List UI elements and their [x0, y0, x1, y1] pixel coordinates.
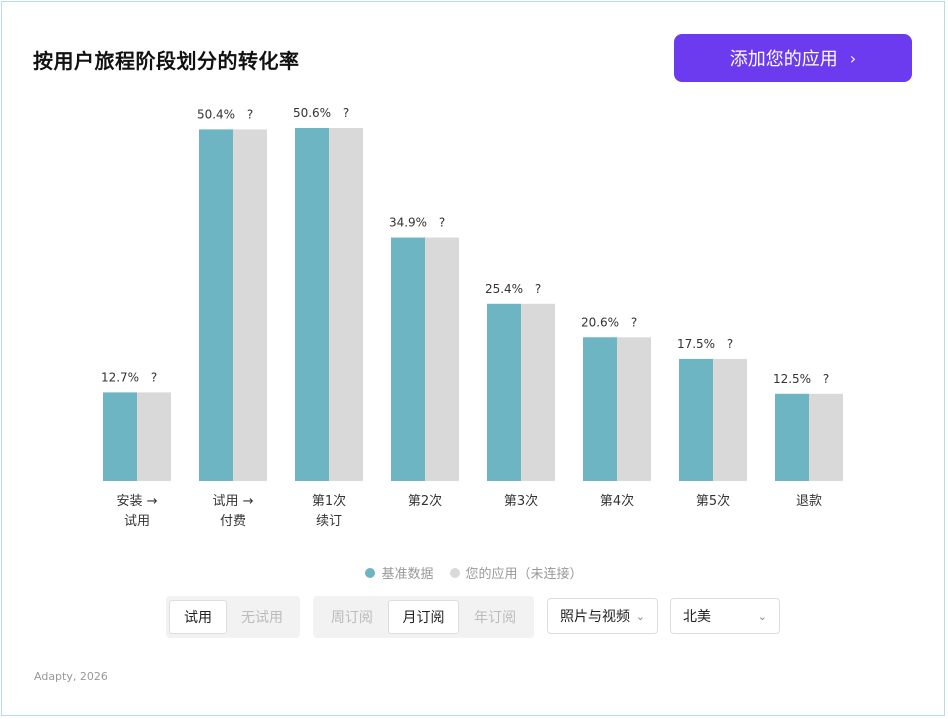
x-tick-label: 续订: [316, 514, 342, 529]
no-trial-option[interactable]: 无试用: [241, 610, 283, 626]
data-label-benchmark: 17.5%: [677, 337, 715, 351]
chart-title: 按用户旅程阶段划分的转化率: [33, 49, 300, 73]
x-tick-label: 试用: [124, 514, 150, 529]
data-label-your-app: ?: [727, 337, 733, 351]
data-label-benchmark: 34.9%: [389, 216, 427, 230]
data-label-benchmark: 12.7%: [101, 370, 139, 384]
chevron-right-icon: ›: [849, 48, 857, 68]
data-label-benchmark: 20.6%: [581, 315, 619, 329]
data-label-your-app: ?: [343, 106, 349, 120]
chevron-down-icon: ⌄: [757, 609, 767, 623]
bar-your-app: [233, 129, 267, 481]
bar-benchmark: [391, 237, 425, 481]
bar-your-app: [809, 393, 843, 481]
region-value: 北美: [683, 609, 711, 625]
category-dropdown[interactable]: 照片与视频 ⌄: [547, 598, 658, 634]
category-value: 照片与视频: [560, 609, 630, 625]
x-tick-label: 试用 →: [212, 494, 253, 509]
legend-dot-your-app: [449, 567, 460, 578]
subscription-period-toggle: 周订阅 月订阅 年订阅: [313, 596, 534, 638]
data-label-your-app: ?: [151, 370, 157, 384]
legend-dot-benchmark: [365, 567, 376, 578]
bar-benchmark: [679, 358, 713, 481]
bar-your-app: [521, 303, 555, 481]
data-label-your-app: ?: [439, 216, 445, 230]
bar-your-app: [137, 392, 171, 481]
legend-label-benchmark: 基准数据: [381, 567, 434, 582]
x-tick-label: 退款: [796, 494, 822, 509]
legend-item-your-app: 您的应用（未连接）: [449, 563, 583, 582]
legend-item-benchmark: 基准数据: [365, 563, 434, 582]
chart-legend: 基准数据 您的应用（未连接）: [0, 563, 948, 582]
data-label-your-app: ?: [823, 372, 829, 386]
trial-toggle: 试用 无试用: [166, 596, 300, 638]
x-tick-label: 第2次: [408, 493, 442, 509]
data-label-benchmark: 50.6%: [293, 106, 331, 120]
source-credit: Adapty, 2026: [34, 670, 108, 683]
data-label-benchmark: 50.4%: [197, 107, 235, 121]
x-tick-label: 第5次: [696, 493, 730, 509]
trial-option[interactable]: 试用: [169, 600, 227, 634]
x-tick-label: 第4次: [600, 493, 634, 509]
add-your-app-button[interactable]: 添加您的应用 ›: [674, 34, 912, 82]
bar-your-app: [329, 128, 363, 481]
legend-label-your-app: 您的应用（未连接）: [465, 567, 583, 582]
bar-your-app: [713, 358, 747, 481]
bar-your-app: [617, 337, 651, 481]
data-label-your-app: ?: [631, 315, 637, 329]
weekly-option[interactable]: 周订阅: [330, 610, 373, 626]
bar-benchmark: [487, 303, 521, 481]
x-tick-label: 付费: [220, 514, 246, 529]
bar-your-app: [425, 237, 459, 481]
region-dropdown[interactable]: 北美 ⌄: [670, 598, 780, 634]
bar-benchmark: [199, 129, 233, 481]
x-tick-label: 第3次: [504, 493, 538, 509]
add-your-app-label: 添加您的应用: [729, 49, 838, 70]
chevron-down-icon: ⌄: [635, 609, 645, 623]
x-tick-label: 安装 →: [116, 494, 157, 509]
bar-benchmark: [775, 393, 809, 481]
bar-benchmark: [583, 337, 617, 481]
x-tick-label: 第1次: [312, 493, 346, 509]
yearly-option[interactable]: 年订阅: [474, 610, 517, 626]
data-label-benchmark: 25.4%: [485, 282, 523, 296]
data-label-your-app: ?: [535, 282, 541, 296]
data-label-benchmark: 12.5%: [773, 372, 811, 386]
monthly-option[interactable]: 月订阅: [387, 600, 460, 634]
bar-benchmark: [103, 392, 137, 481]
bar-benchmark: [295, 128, 329, 481]
data-label-your-app: ?: [247, 107, 253, 121]
